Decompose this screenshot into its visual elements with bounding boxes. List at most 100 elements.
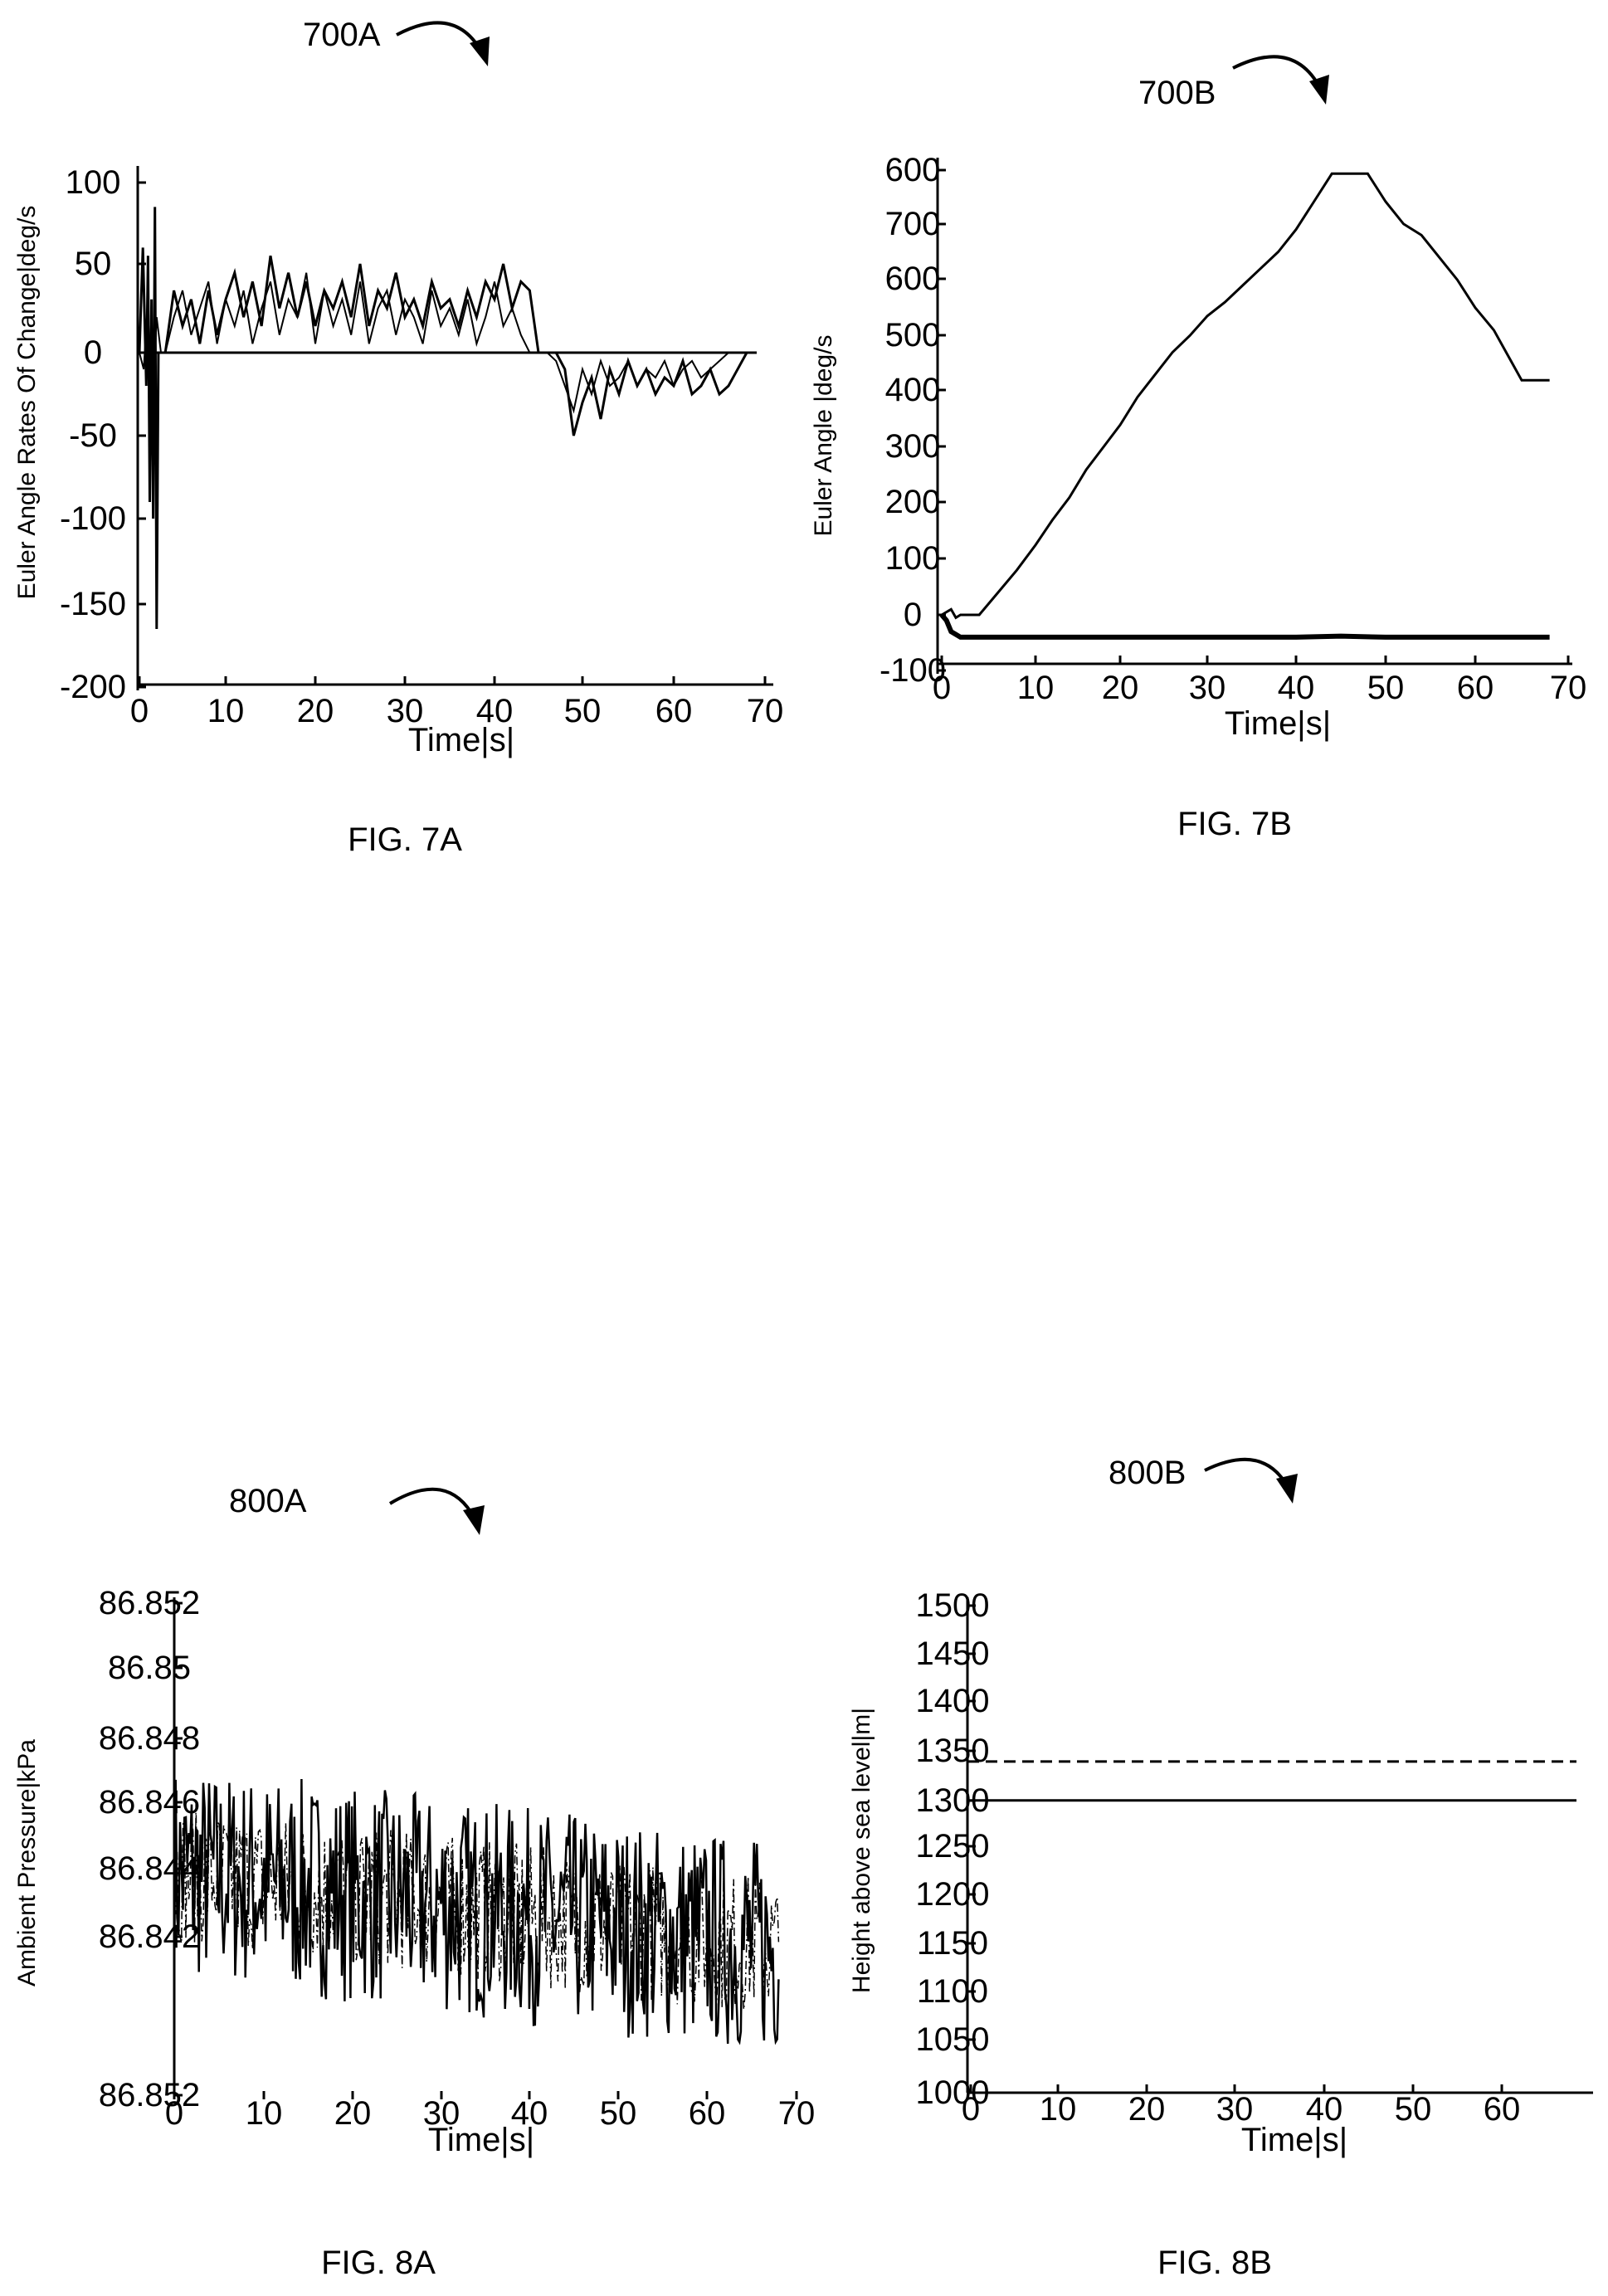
- arrow-head-icon: [1309, 75, 1329, 105]
- series-line: [939, 613, 1550, 640]
- y-tick-label: 86.846: [99, 1784, 200, 1821]
- x-tick-label: 0: [130, 693, 149, 729]
- y-tick-label: 1150: [917, 1925, 988, 1962]
- y-tick-label: -100: [880, 652, 946, 689]
- y-tick-label: 200: [885, 484, 941, 520]
- x-tick-label: 30: [1216, 2091, 1254, 2128]
- x-tick-label: 20: [334, 2095, 372, 2132]
- y-tick-label: 1450: [916, 1635, 990, 1672]
- y-tick-label: 1500: [916, 1587, 990, 1624]
- series-line: [941, 172, 1550, 620]
- y-tick-label: 86.852: [99, 1585, 200, 1621]
- y-tick-label: 50: [75, 246, 112, 282]
- curved-arrow-icon: [1204, 1457, 1289, 1488]
- y-tick-label: 100: [66, 164, 121, 201]
- y-tick-label: 1000: [916, 2074, 990, 2111]
- y-axis-label: Ambient Pressure|kPa: [13, 1739, 41, 1986]
- x-tick-label: 50: [1395, 2091, 1432, 2128]
- y-tick-label: 300: [885, 428, 941, 465]
- chart-7a: 0 10 20 30 40 50 60 70 100 50 0 -50 -100 -150 -200 Time…: [13, 164, 783, 758]
- series-line: [139, 272, 747, 420]
- x-tick-label: 60: [1484, 2091, 1521, 2128]
- figure-caption: FIG. 8B: [1157, 2245, 1272, 2281]
- x-tick-label: 60: [689, 2095, 726, 2132]
- figure-caption: FIG. 8A: [321, 2245, 436, 2281]
- x-tick-label: 20: [1128, 2091, 1166, 2128]
- x-tick-label: 40: [476, 693, 514, 729]
- x-axis-label: Time|s|: [1241, 2122, 1347, 2158]
- y-axis-label: Euler Angle |deg/s: [810, 335, 837, 537]
- y-tick-label: 86.848: [99, 1720, 200, 1757]
- figure-ref-label: 800A: [229, 1483, 307, 1519]
- x-tick-label: 40: [511, 2095, 548, 2132]
- figure-ref-label: 800B: [1109, 1455, 1186, 1491]
- y-axis-label: Height above sea level|m|: [848, 1708, 875, 1993]
- curved-arrow-icon: [388, 1487, 476, 1519]
- y-tick-label: -200: [60, 669, 126, 705]
- figure-ref-label: 700B: [1138, 75, 1216, 111]
- x-tick-label: 60: [655, 693, 693, 729]
- x-tick-label: 50: [600, 2095, 637, 2132]
- series-line: [173, 1778, 780, 2045]
- y-tick-label: 86.85: [108, 1650, 191, 1686]
- chart-8a: 0 10 20 30 40 50 60 70 86.852 86.85 86.848 86.846 86…: [13, 1585, 815, 2158]
- x-tick-label: 70: [747, 693, 784, 729]
- x-axis-label: Time|s|: [408, 722, 514, 758]
- arrow-head-icon: [463, 1505, 485, 1535]
- y-tick-label: 500: [885, 317, 941, 353]
- chart-7b: 0 10 20 30 40 50 60 70 600 700 600 500 400 300 200 100 0…: [810, 152, 1586, 742]
- chart-8b: 0 10 20 30 40 50 60150014501400135013001250120…: [848, 1587, 1593, 2158]
- y-tick-label: -50: [69, 417, 117, 454]
- series-line: [173, 1803, 780, 2011]
- y-tick-label: 1200: [916, 1876, 990, 1913]
- y-tick-label: 0: [904, 597, 922, 633]
- x-tick-label: 10: [246, 2095, 283, 2132]
- x-tick-label: 40: [1306, 2091, 1343, 2128]
- y-tick-label: 700: [885, 206, 941, 242]
- x-tick-label: 60: [1457, 670, 1494, 706]
- x-axis-label: Time|s|: [1225, 705, 1331, 742]
- figure-8b: 800B 0 10 20 30 40 50 601500145014001350130012…: [848, 1455, 1593, 2281]
- x-tick-label: 30: [1189, 670, 1226, 706]
- y-tick-label: 86.842: [99, 1918, 200, 1955]
- x-tick-label: 0: [933, 670, 951, 706]
- x-tick-label: 40: [1278, 670, 1315, 706]
- x-tick-label: 0: [165, 2095, 183, 2132]
- x-tick-label: 70: [1550, 670, 1587, 706]
- y-tick-label: -100: [60, 500, 126, 537]
- y-tick-label: 0: [84, 334, 102, 371]
- x-tick-label: 10: [1017, 670, 1055, 706]
- figure-caption: FIG. 7B: [1177, 806, 1292, 842]
- y-tick-label: 600: [885, 261, 941, 297]
- series-line: [138, 207, 748, 630]
- y-tick-label: 86.852: [99, 2077, 200, 2113]
- y-tick-label: 600: [885, 152, 941, 188]
- x-tick-label: 30: [387, 693, 424, 729]
- x-axis-label: Time|s|: [428, 2122, 534, 2158]
- y-tick-label: 1100: [917, 1973, 988, 2010]
- arrow-head-icon: [470, 37, 490, 66]
- figure-ref-label: 700A: [303, 17, 381, 53]
- y-axis-label: Euler Angle Rates Of Change|deg/s: [13, 206, 41, 600]
- x-tick-label: 20: [1102, 670, 1139, 706]
- x-tick-label: 20: [297, 693, 334, 729]
- x-tick-label: 50: [564, 693, 602, 729]
- figure-7b: 700B 0 10 20 30 40 50 60 70 600 700 600 500 400 300 20…: [810, 55, 1586, 842]
- arrow-head-icon: [1276, 1474, 1298, 1504]
- curved-arrow-icon: [396, 21, 483, 52]
- x-tick-label: 10: [1040, 2091, 1077, 2128]
- y-tick-label: 1350: [916, 1733, 990, 1769]
- y-tick-label: 100: [885, 540, 941, 577]
- x-tick-label: 10: [207, 693, 245, 729]
- figure-caption: FIG. 7A: [348, 821, 462, 858]
- x-tick-label: 50: [1367, 670, 1405, 706]
- curved-arrow-icon: [1232, 55, 1323, 90]
- y-tick-label: 400: [885, 372, 941, 408]
- y-tick-label: -150: [60, 586, 126, 622]
- figure-7a: 700A 0 10 20 30 40 50 60 70 100 50 0 -50 -100 -150 -20…: [13, 17, 783, 858]
- y-tick-label: 1400: [916, 1683, 990, 1719]
- x-tick-label: 70: [778, 2095, 816, 2132]
- figure-8a: 800A 0 10 20 30 40 50 60 70 86.852 86.85 86.848 86.…: [13, 1483, 815, 2281]
- x-tick-label: 30: [423, 2095, 460, 2132]
